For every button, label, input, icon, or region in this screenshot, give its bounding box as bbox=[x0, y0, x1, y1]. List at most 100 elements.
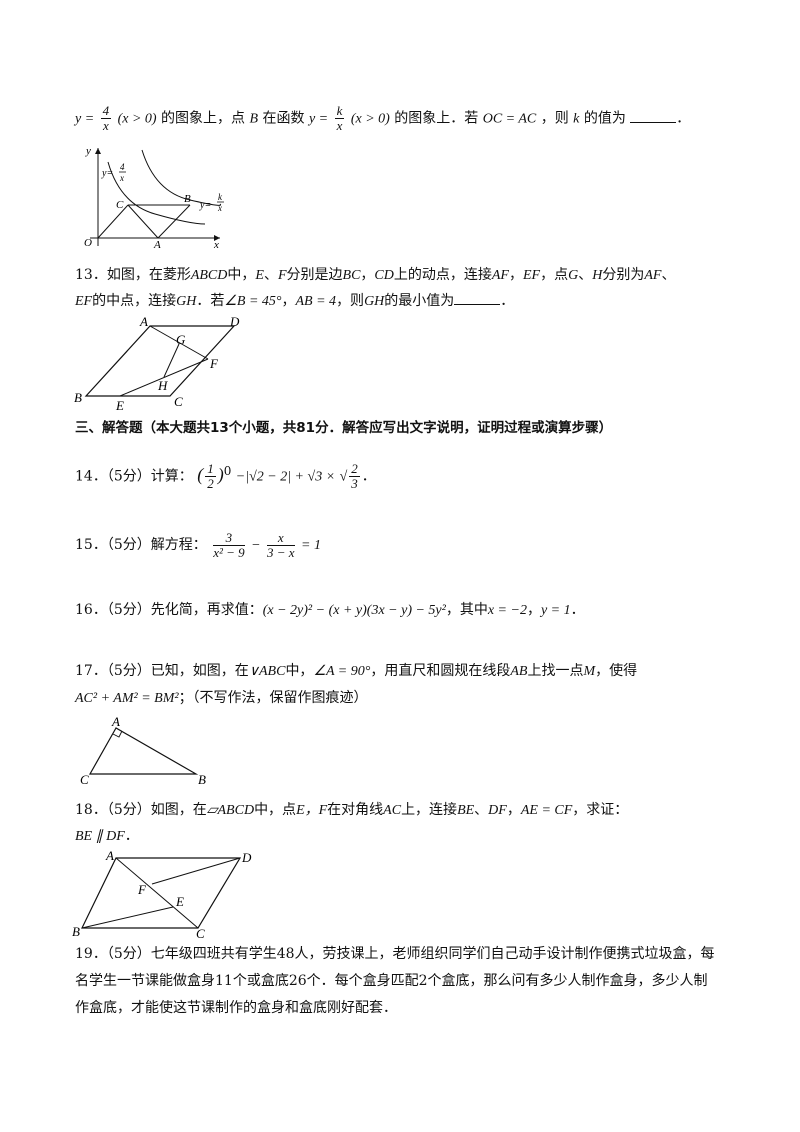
q17-label-a: A bbox=[111, 716, 120, 729]
q18-line2: BE ∥ DF． bbox=[75, 826, 760, 847]
q12-end: ． bbox=[676, 110, 691, 127]
q17-label-b: B bbox=[198, 772, 206, 787]
q13-angle: ∠B = 45° bbox=[224, 294, 282, 309]
q13-sep3: 、 bbox=[661, 267, 676, 283]
q16-end: ． bbox=[570, 602, 585, 618]
q13-cd: CD bbox=[374, 268, 394, 283]
q12-k: k bbox=[573, 111, 580, 127]
q16-mid: ，其中 bbox=[445, 602, 488, 618]
q12-text-part2: 在函数 bbox=[262, 110, 305, 127]
q17-mid2: ，用直尺和圆规在线段 bbox=[370, 663, 511, 679]
q13-text-i: ，则 bbox=[336, 293, 365, 309]
q13-label-f: F bbox=[209, 356, 219, 371]
q18-line1: 18．（5分）如图，在▱ABCD中，点E，F在对角线AC上，连接BE、DF，AE… bbox=[75, 800, 760, 821]
q12-label-o: O bbox=[84, 237, 92, 249]
q12-func2-lhs: y = bbox=[308, 111, 329, 127]
q17-equation: AC² + AM² = BM² bbox=[75, 691, 179, 706]
q18-label-f: F bbox=[137, 882, 147, 897]
q13-label-h: H bbox=[157, 378, 168, 393]
q17-angle: ∠A = 90° bbox=[313, 664, 371, 679]
q17-mid3: 上找一点 bbox=[527, 663, 584, 679]
q13-label-c: C bbox=[174, 394, 183, 409]
q12-condition: OC = AC bbox=[482, 111, 537, 127]
q15-rhs: = 1 bbox=[301, 538, 321, 553]
q18-sep: 、 bbox=[474, 802, 489, 818]
q17-note: ；（不写作法，保留作图痕迹） bbox=[178, 690, 368, 706]
q12-curve2-label: y= bbox=[199, 200, 211, 211]
q13-comma2: ， bbox=[508, 267, 523, 283]
q13-ef: EF bbox=[522, 268, 541, 283]
q18-condition: AE = CF bbox=[520, 803, 573, 818]
q18-label-a: A bbox=[105, 848, 114, 863]
q13-text-f: 分别为 bbox=[602, 267, 645, 283]
q14-line: 14．（5分）计算： (1 2)0 −|√2 − 2| + √3 × √ 2 3 ． bbox=[75, 456, 760, 491]
q18-label-d: D bbox=[241, 850, 252, 865]
q13-label-g: G bbox=[176, 332, 186, 347]
q12-curve-4x bbox=[107, 161, 206, 225]
q12-answer-blank[interactable] bbox=[630, 110, 677, 123]
q13-segment-af bbox=[149, 325, 209, 360]
q18-end: ． bbox=[124, 828, 139, 844]
q18-label-c: C bbox=[196, 926, 205, 938]
q16-x-value: x = −2 bbox=[487, 603, 527, 618]
q13-end: ． bbox=[500, 293, 515, 309]
q16-label: 16．（5分）先化简，再求值： bbox=[75, 602, 263, 618]
q12-y-arrow bbox=[95, 148, 101, 154]
q12-curve1-label: y= bbox=[101, 168, 113, 179]
q15-label: 15．（5分）解方程： bbox=[75, 537, 207, 553]
q18-ac: AC bbox=[383, 803, 402, 818]
q17-right-angle-mark bbox=[112, 730, 123, 738]
q14-end: ． bbox=[361, 468, 376, 485]
q18-parallelogram: ▱ABCD bbox=[206, 803, 255, 818]
q13-text-h: ．若 bbox=[196, 293, 225, 309]
q13-text-b: 中， bbox=[227, 267, 256, 283]
q13-ef2: EF bbox=[75, 294, 93, 309]
q18-ef: E，F bbox=[296, 803, 328, 818]
q13-g: G bbox=[568, 268, 579, 283]
q12-label-c: C bbox=[116, 199, 124, 211]
q13-sep1: 、 bbox=[263, 267, 278, 283]
q18-mid1: 中，点 bbox=[254, 802, 297, 818]
q16-comma: ， bbox=[526, 602, 541, 618]
q17-mid1: 中， bbox=[285, 663, 314, 679]
q13-gh: GH bbox=[176, 294, 197, 309]
q12-segment-ca bbox=[127, 204, 159, 239]
q18-mid2: 在对角线 bbox=[327, 802, 384, 818]
q18-segment-be bbox=[81, 906, 174, 929]
q13-abcd: ABCD bbox=[190, 268, 228, 283]
q12-text-part4: ，则 bbox=[540, 110, 569, 127]
q12-func1-lhs: y = bbox=[75, 111, 95, 127]
q13-comma3: ， bbox=[281, 293, 296, 309]
q18-parallelogram-shape bbox=[81, 857, 242, 929]
q12-curve2-num: k bbox=[218, 192, 223, 202]
q13-segment-ef bbox=[119, 358, 209, 397]
q16-line: 16．（5分）先化简，再求值：(x − 2y)² − (x + y)(3x − … bbox=[75, 600, 760, 621]
q13-label-a: A bbox=[139, 314, 148, 329]
q18-segment-df bbox=[151, 857, 241, 885]
q18-label: 18．（5分）如图，在 bbox=[75, 802, 207, 818]
q13-bc: BC bbox=[342, 268, 361, 283]
q13-ab-length: AB = 4 bbox=[295, 294, 337, 309]
q17-ab: AB bbox=[510, 664, 528, 679]
q13-gh2: GH bbox=[364, 294, 385, 309]
q19-line2: 名学生一节课能做盒身11个或盒底26个．每个盒身匹配2个盒底，那么问有多少人制作… bbox=[75, 973, 708, 989]
q16-y-value: y = 1 bbox=[540, 603, 571, 618]
q13-answer-blank[interactable] bbox=[454, 292, 501, 305]
q18-figure: A D B C F E bbox=[72, 848, 252, 938]
q13-label-b: B bbox=[74, 390, 82, 405]
q18-df: DF bbox=[488, 803, 507, 818]
q15-minus: − bbox=[251, 538, 261, 553]
q18-label-e: E bbox=[175, 894, 184, 909]
q12-curve1-den: x bbox=[119, 173, 124, 183]
q12-segment-ab bbox=[157, 204, 191, 239]
q14-rparen: ) bbox=[217, 464, 224, 485]
q13-text-g: 的中点，连接 bbox=[92, 293, 177, 309]
q12-text-part3: 的图象上．若 bbox=[394, 110, 479, 127]
q13-text-d: 上的动点，连接 bbox=[393, 267, 492, 283]
q13-segment-gh bbox=[163, 343, 180, 378]
